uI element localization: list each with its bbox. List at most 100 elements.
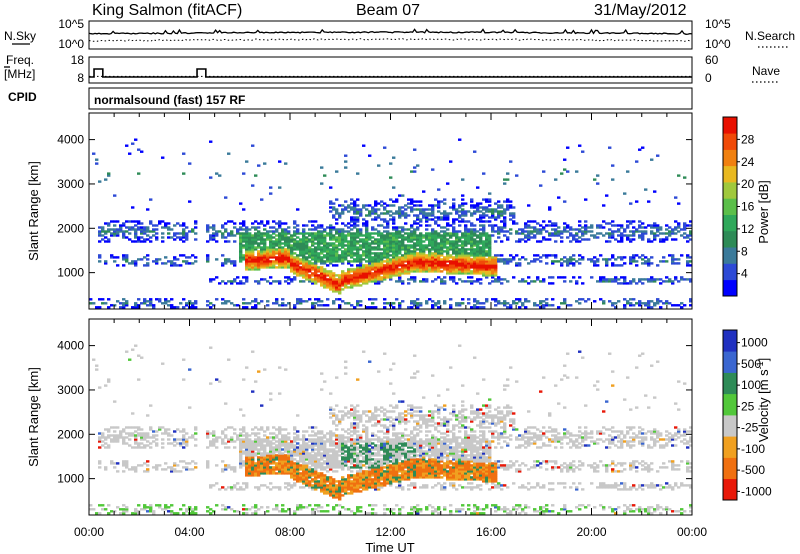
power-cell	[362, 268, 366, 271]
power-cell	[452, 262, 456, 265]
power-cell	[368, 306, 372, 309]
power-cell	[314, 226, 318, 229]
power-cell	[407, 228, 411, 231]
power-cell	[374, 280, 378, 283]
power-cell	[407, 272, 411, 275]
power-cell	[269, 238, 273, 241]
velocity-cell	[260, 464, 264, 467]
velocity-cell	[281, 454, 285, 457]
power-cell	[686, 240, 690, 243]
power-cell	[338, 248, 342, 251]
power-cell	[416, 270, 420, 273]
power-cell	[356, 216, 360, 219]
power-cell	[557, 260, 561, 263]
power-cell	[269, 264, 273, 267]
velocity-cell	[305, 444, 309, 447]
power-cell	[239, 280, 243, 283]
velocity-cell	[263, 450, 267, 453]
power-cell	[404, 244, 408, 247]
power-cell	[503, 218, 507, 221]
velocity-cell	[239, 458, 243, 461]
power-cell	[662, 238, 666, 241]
power-cell	[101, 234, 105, 237]
power-cell	[542, 220, 546, 223]
power-cell	[293, 272, 297, 275]
power-cell	[416, 302, 420, 305]
power-cell	[185, 302, 189, 305]
velocity-cell	[308, 446, 312, 449]
velocity-cell	[269, 468, 273, 471]
power-cell	[482, 256, 486, 259]
power-cell	[149, 304, 153, 307]
power-cell	[404, 254, 408, 257]
power-cell	[329, 226, 333, 229]
power-cell	[245, 266, 249, 269]
power-cell	[329, 236, 333, 239]
power-cell	[98, 254, 102, 257]
velocity-cell	[104, 442, 108, 445]
power-cell	[284, 236, 288, 239]
power-cell	[392, 212, 396, 215]
power-cell	[431, 260, 435, 263]
power-cell	[557, 232, 561, 235]
power-cell	[461, 210, 465, 213]
velocity-cell	[266, 462, 270, 465]
velocity-cell	[272, 426, 276, 429]
velocity-cell	[290, 454, 294, 457]
power-cell	[254, 298, 258, 301]
power-cell	[245, 248, 249, 251]
velocity-cell	[320, 388, 324, 391]
power-cell	[251, 258, 255, 261]
velocity-cell	[281, 460, 285, 463]
velocity-cell	[308, 454, 312, 457]
power-cell	[611, 304, 615, 307]
power-cell	[473, 206, 477, 209]
velocity-cell	[155, 466, 159, 469]
power-cell	[464, 242, 468, 245]
power-cell	[431, 256, 435, 259]
power-cell	[494, 274, 498, 277]
power-cell	[605, 260, 609, 263]
velocity-cell	[329, 468, 333, 471]
power-cell	[506, 198, 510, 201]
power-cell	[449, 304, 453, 307]
velocity-cell	[326, 432, 330, 435]
velocity-cell	[311, 474, 315, 477]
velocity-cell	[317, 486, 321, 489]
power-cell	[416, 200, 420, 203]
power-cell	[548, 254, 552, 257]
power-cell	[485, 264, 489, 267]
power-cell	[674, 228, 678, 231]
power-cell	[392, 186, 396, 189]
power-cell	[374, 266, 378, 269]
power-cell	[350, 220, 354, 223]
power-cell	[137, 236, 141, 239]
velocity-cell	[137, 428, 141, 431]
velocity-cell	[143, 504, 147, 507]
power-cell	[380, 256, 384, 259]
power-cell	[458, 224, 462, 227]
power-cell	[284, 264, 288, 267]
power-cell	[344, 286, 348, 289]
power-cell	[488, 204, 492, 207]
power-cell	[452, 226, 456, 229]
velocity-cell	[320, 432, 324, 435]
velocity-cell	[341, 482, 345, 485]
power-cell	[425, 232, 429, 235]
power-cell	[107, 306, 111, 309]
power-cell	[410, 208, 414, 211]
power-cell	[422, 240, 426, 243]
velocity-cell	[332, 448, 336, 451]
power-cell	[566, 264, 570, 267]
power-cell	[437, 204, 441, 207]
power-cell	[341, 288, 345, 291]
velocity-cell	[323, 446, 327, 449]
power-cell	[401, 226, 405, 229]
power-cell	[470, 252, 474, 255]
velocity-cell	[143, 462, 147, 465]
power-cell	[284, 234, 288, 237]
power-cell	[212, 304, 216, 307]
power-cell	[371, 236, 375, 239]
velocity-cell	[263, 470, 267, 473]
power-cell	[242, 256, 246, 259]
